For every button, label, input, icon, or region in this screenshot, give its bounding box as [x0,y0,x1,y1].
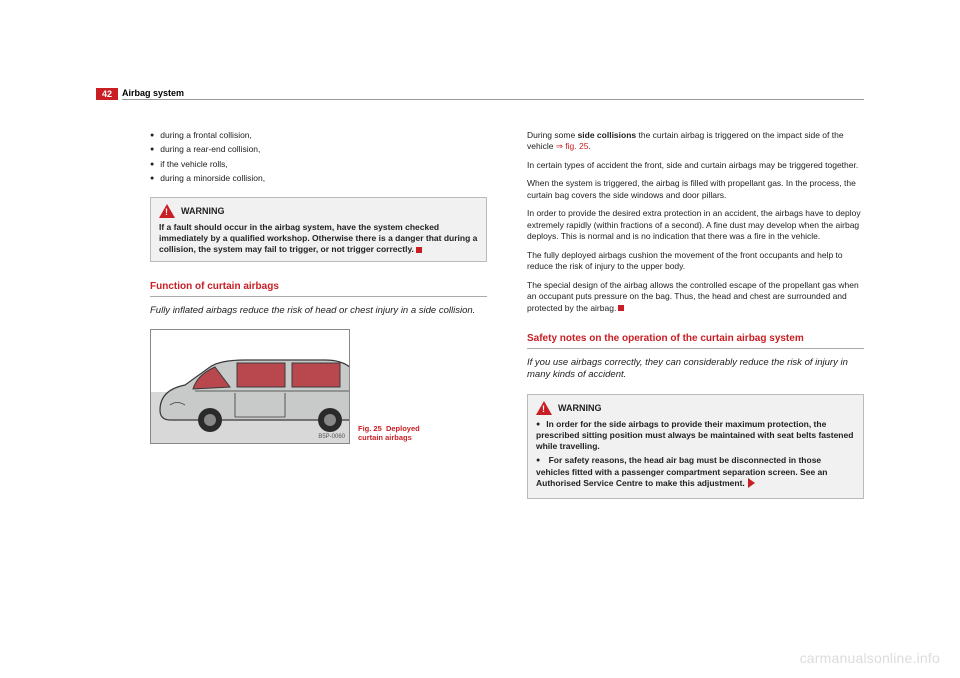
figure-wrapper: B5P-0060 Fig. 25 Deployed curtain airbag… [150,329,487,444]
paragraph: The special design of the airbag allows … [527,280,864,314]
warning-box: WARNING In order for the side airbags to… [527,394,864,498]
text-bold: side collisions [578,130,637,140]
warning-triangle-icon [536,401,552,415]
end-marker-icon [416,247,422,253]
warning-bullet-list: In order for the side airbags to provide… [536,419,855,488]
left-column: during a frontal collision, during a rea… [150,130,487,511]
continue-arrow-icon [748,478,755,488]
list-item: if the vehicle rolls, [150,159,487,170]
list-item: during a frontal collision, [150,130,487,141]
list-item: during a minorside collision, [150,173,487,184]
car-figure: B5P-0060 [150,329,350,444]
warning-body: If a fault should occur in the airbag sy… [159,222,477,254]
paragraph: When the system is triggered, the airbag… [527,178,864,201]
warning-box: WARNING If a fault should occur in the a… [150,197,487,262]
watermark: carmanualsonline.info [800,650,940,666]
paragraph: The fully deployed airbags cushion the m… [527,250,864,273]
page-number: 42 [96,88,118,100]
collision-bullet-list: during a frontal collision, during a rea… [150,130,487,185]
car-illustration [155,355,350,435]
section-title: Function of curtain airbags [150,280,487,297]
warning-header: WARNING [536,401,855,415]
warning-text: If a fault should occur in the airbag sy… [159,222,478,255]
figure-caption: Fig. 25 Deployed curtain airbags [358,424,438,442]
section-title: Safety notes on the operation of the cur… [527,332,864,349]
text-run: . [588,141,590,151]
text-run: For safety reasons, the head air bag mus… [536,455,827,487]
page-header: 42 Airbag system [96,88,864,100]
list-item: In order for the side airbags to provide… [536,419,855,452]
figure-reference: ⇒ fig. 25 [556,141,589,151]
list-item: For safety reasons, the head air bag mus… [536,455,855,488]
figure-code: B5P-0060 [318,433,345,441]
paragraph: During some side collisions the curtain … [527,130,864,153]
end-marker-icon [618,305,624,311]
page-content: during a frontal collision, during a rea… [150,130,864,511]
section-subtitle: Fully inflated airbags reduce the risk o… [150,305,487,318]
warning-triangle-icon [159,204,175,218]
right-column: During some side collisions the curtain … [527,130,864,511]
warning-label: WARNING [558,402,602,414]
header-section-title: Airbag system [122,88,864,100]
text-run: The special design of the airbag allows … [527,280,859,313]
warning-header: WARNING [159,204,478,218]
text-run: During some [527,130,578,140]
warning-label: WARNING [181,205,225,217]
list-item: during a rear-end collision, [150,144,487,155]
paragraph: In order to provide the desired extra pr… [527,208,864,242]
figure-caption-prefix: Fig. 25 [358,424,382,433]
paragraph: In certain types of accident the front, … [527,160,864,171]
section-subtitle: If you use airbags correctly, they can c… [527,357,864,383]
